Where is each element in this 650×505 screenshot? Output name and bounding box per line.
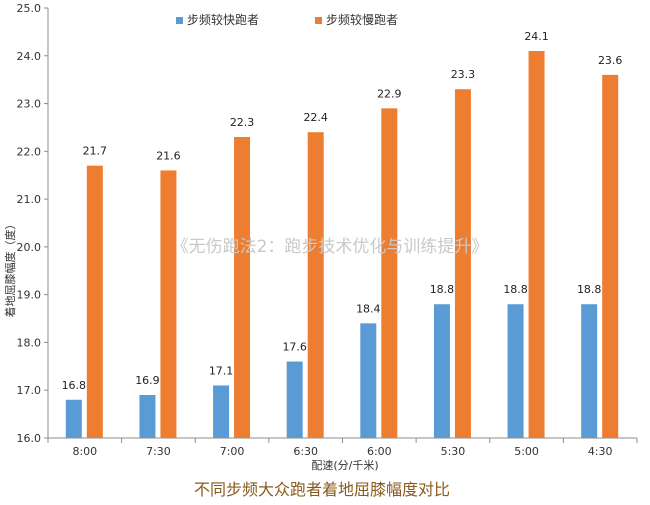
data-label: 18.8: [577, 283, 602, 296]
x-tick-label: 5:30: [441, 445, 466, 458]
y-tick-label: 22.0: [17, 145, 42, 158]
x-tick-label: 8:00: [72, 445, 97, 458]
x-tick-label: 6:30: [293, 445, 318, 458]
data-label: 23.6: [598, 54, 623, 67]
data-label: 21.7: [83, 145, 108, 158]
y-tick-label: 23.0: [17, 98, 42, 111]
caption: 不同步频大众跑者着地屈膝幅度对比: [194, 480, 450, 499]
bar-fast-cadence: [213, 385, 230, 438]
x-tick-label: 6:00: [367, 445, 392, 458]
data-label: 17.6: [282, 341, 307, 354]
x-tick-label: 7:00: [220, 445, 245, 458]
data-label: 18.4: [356, 302, 381, 315]
data-label: 17.1: [209, 364, 234, 377]
legend-label: 步频较快跑者: [187, 12, 259, 27]
bar-fast-cadence: [581, 304, 598, 438]
x-tick-label: 5:00: [514, 445, 539, 458]
watermark: 《无伤跑法2：跑步技术优化与训练提升》: [172, 237, 489, 257]
y-axis-title: 着地屈膝幅度（度）: [3, 219, 17, 318]
x-tick-label: 4:30: [588, 445, 613, 458]
data-labels: 16.8 21.7 16.9 21.6 17.1 22.3 17.6 22.4 18.4 22.9…: [62, 30, 623, 392]
y-tick-label: 21.0: [17, 193, 42, 206]
legend-swatch: [176, 17, 183, 24]
y-tick-label: 25.0: [17, 2, 42, 15]
data-label: 22.4: [303, 111, 328, 124]
bar-slow-cadence: [528, 51, 545, 438]
data-label: 24.1: [524, 30, 549, 43]
legend: 步频较快跑者 步频较慢跑者: [176, 12, 398, 27]
bars: [65, 51, 619, 438]
bar-slow-cadence: [86, 165, 103, 438]
bar-slow-cadence: [381, 108, 398, 438]
bar-fast-cadence: [139, 395, 156, 438]
legend-label: 步频较慢跑者: [326, 12, 398, 27]
bar-fast-cadence: [507, 304, 524, 438]
legend-swatch: [315, 17, 322, 24]
y-tick-label: 18.0: [17, 336, 42, 349]
axes: 16.0 17.0 18.0 19.0 20.0 21.0 22.0 23.0 24.0 25.0…: [17, 2, 638, 458]
bar-slow-cadence: [602, 74, 619, 438]
data-label: 22.9: [377, 87, 402, 100]
y-tick-label: 24.0: [17, 50, 42, 63]
data-label: 18.8: [503, 283, 528, 296]
data-label: 16.9: [135, 374, 160, 387]
y-tick-label: 16.0: [17, 432, 42, 445]
data-label: 21.6: [156, 149, 181, 162]
bar-slow-cadence: [234, 137, 251, 438]
data-label: 22.3: [230, 116, 255, 129]
bar-fast-cadence: [433, 304, 450, 438]
y-tick-label: 20.0: [17, 241, 42, 254]
data-label: 16.8: [62, 379, 87, 392]
bar-fast-cadence: [65, 399, 82, 438]
bar-slow-cadence: [454, 89, 471, 438]
bar-slow-cadence: [307, 132, 324, 438]
data-label: 23.3: [451, 68, 476, 81]
bar-fast-cadence: [360, 323, 377, 438]
bar-fast-cadence: [286, 361, 303, 438]
y-tick-label: 19.0: [17, 289, 42, 302]
x-tick-label: 7:30: [146, 445, 171, 458]
x-axis-title: 配速(分/千米): [311, 459, 378, 472]
bar-slow-cadence: [160, 170, 177, 438]
y-tick-label: 17.0: [17, 384, 42, 397]
data-label: 18.8: [430, 283, 455, 296]
